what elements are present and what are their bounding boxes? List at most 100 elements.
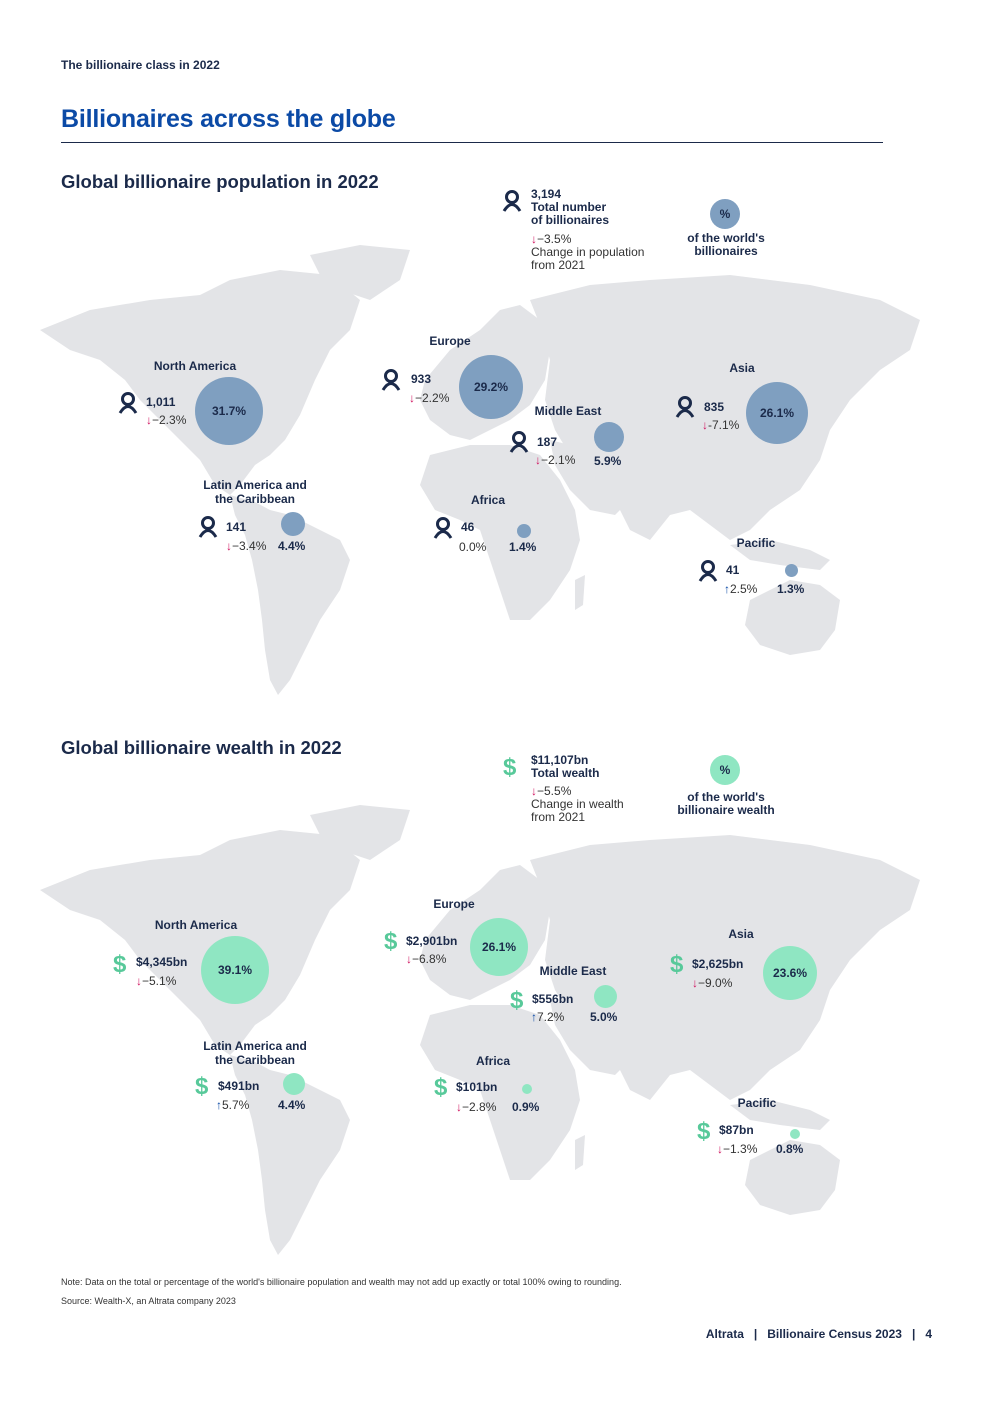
pacific-count: 41 xyxy=(726,563,740,577)
legend-wealth-change-label: Change in wealth xyxy=(531,797,624,811)
arrow-down-icon: ↓ xyxy=(456,1100,462,1114)
arrow-down-icon: ↓ xyxy=(531,232,537,246)
region-label-asia: Asia xyxy=(728,927,754,941)
pacific-change: ↑2.5% xyxy=(724,582,758,596)
dollar-icon: $ xyxy=(195,1073,209,1100)
north-america-change: ↓−2.3% xyxy=(146,413,187,427)
asia-change: ↓-7.1% xyxy=(702,418,740,432)
region-label-middle-east: Middle East xyxy=(539,964,607,978)
africa-count: 46 xyxy=(461,520,475,534)
region-label-africa: Africa xyxy=(470,493,505,507)
region-label-north-america: North America xyxy=(153,359,237,373)
dollar-icon: $ xyxy=(510,987,524,1014)
latin-america-wealth-change: ↑5.7% xyxy=(216,1098,250,1112)
arrow-down-icon: ↓ xyxy=(226,539,232,553)
north-america-count: 1,011 xyxy=(146,395,176,409)
dollar-icon: $ xyxy=(503,754,517,781)
arrow-down-icon: ↓ xyxy=(535,453,541,467)
footnote: Note: Data on the total or percentage of… xyxy=(61,1277,622,1287)
region-label-asia: Asia xyxy=(729,361,755,375)
pacific-wealth-change: ↓−1.3% xyxy=(717,1142,758,1156)
europe-wealth: $2,901bn xyxy=(406,934,458,948)
region-label-pacific: Pacific xyxy=(737,1096,777,1110)
latin-america-count: 141 xyxy=(226,520,247,534)
dollar-icon: $ xyxy=(384,928,398,955)
arrow-down-icon: ↓ xyxy=(406,952,412,966)
africa-wealth: $101bn xyxy=(456,1080,498,1094)
page-title: Billionaires across the globe xyxy=(61,105,396,133)
middle-east-pct: 5.9% xyxy=(594,454,622,468)
latin-america-pct: 4.4% xyxy=(278,539,306,553)
arrow-down-icon: ↓ xyxy=(692,976,698,990)
person-icon xyxy=(381,369,401,391)
pacific-wealth-pct-bubble xyxy=(790,1129,800,1139)
arrow-up-icon: ↑ xyxy=(724,582,730,596)
legend-pct-label: of the world's xyxy=(687,231,765,245)
north-america-wealth-pct-bubble: 39.1% xyxy=(201,936,269,1004)
middle-east-pct-bubble xyxy=(594,422,624,452)
dollar-icon: $ xyxy=(697,1118,711,1145)
africa-wealth-pct-bubble xyxy=(522,1084,532,1094)
arrow-down-icon: ↓ xyxy=(702,418,708,432)
region-label-latin-america: Latin America and the Caribbean xyxy=(203,478,307,506)
africa-wealth-pct: 0.9% xyxy=(512,1100,540,1114)
person-icon xyxy=(698,560,718,582)
title-divider xyxy=(61,142,883,143)
source-note: Source: Wealth-X, an Altrata company 202… xyxy=(61,1296,236,1306)
legend-wealth-pct-label-2: billionaire wealth xyxy=(677,803,775,817)
person-icon xyxy=(509,431,529,453)
legend-pct-bubble: % xyxy=(710,199,740,229)
legend-change: ↓−3.5% xyxy=(531,232,572,246)
asia-wealth-change: ↓−9.0% xyxy=(692,976,733,990)
legend-change-label-2: from 2021 xyxy=(531,258,586,272)
north-america-wealth: $4,345bn xyxy=(136,955,188,969)
legend-wealth-pct-label: of the world's xyxy=(687,790,765,804)
pacific-pct-bubble xyxy=(785,564,798,577)
region-label-latin-america: Latin America and the Caribbean xyxy=(203,1039,307,1067)
africa-change: 0.0% xyxy=(459,540,487,554)
legend-total-wealth-label: Total wealth xyxy=(531,766,600,780)
arrow-down-icon: ↓ xyxy=(409,391,415,405)
region-label-africa: Africa xyxy=(475,1054,510,1068)
africa-pct-bubble xyxy=(517,524,531,538)
legend-change-label: Change in population xyxy=(531,245,645,259)
person-icon xyxy=(502,190,522,212)
region-label-pacific: Pacific xyxy=(736,536,776,550)
arrow-down-icon: ↓ xyxy=(146,413,152,427)
population-section-title: Global billionaire population in 2022 xyxy=(61,171,379,192)
legend-total-label: Total number xyxy=(531,200,607,214)
middle-east-wealth-pct: 5.0% xyxy=(590,1010,618,1024)
africa-pct: 1.4% xyxy=(509,540,537,554)
middle-east-wealth: $556bn xyxy=(532,992,574,1006)
europe-change: ↓−2.2% xyxy=(409,391,450,405)
running-head: The billionaire class in 2022 xyxy=(61,58,220,72)
legend-wealth-pct-bubble: % xyxy=(710,755,740,785)
arrow-down-icon: ↓ xyxy=(531,784,537,798)
europe-pct-bubble: 29.2% xyxy=(459,355,523,419)
pacific-pct: 1.3% xyxy=(777,582,805,596)
dollar-icon: $ xyxy=(113,951,127,978)
dollar-icon: $ xyxy=(670,951,684,978)
dollar-icon: $ xyxy=(434,1074,448,1101)
arrow-up-icon: ↑ xyxy=(531,1010,537,1024)
region-label-europe: Europe xyxy=(429,334,471,348)
latin-america-wealth-pct-bubble xyxy=(283,1073,305,1095)
latin-america-wealth-pct: 4.4% xyxy=(278,1098,306,1112)
north-america-wealth-change: ↓−5.1% xyxy=(136,974,177,988)
latin-america-wealth: $491bn xyxy=(218,1079,260,1093)
europe-wealth-change: ↓−6.8% xyxy=(406,952,447,966)
middle-east-wealth-change: ↑7.2% xyxy=(531,1010,565,1024)
page-footer: Altrata | Billionaire Census 2023 | 4 xyxy=(705,1327,932,1341)
arrow-up-icon: ↑ xyxy=(216,1098,222,1112)
person-icon xyxy=(118,392,138,414)
europe-wealth-pct-bubble: 26.1% xyxy=(470,918,528,976)
legend-total-wealth-value: $11,107bn xyxy=(531,753,589,767)
pacific-wealth-pct: 0.8% xyxy=(776,1142,804,1156)
europe-count: 933 xyxy=(411,372,432,386)
asia-wealth: $2,625bn xyxy=(692,957,744,971)
latin-america-change: ↓−3.4% xyxy=(226,539,267,553)
person-icon xyxy=(433,517,453,539)
pacific-wealth: $87bn xyxy=(719,1123,754,1137)
latin-america-pct-bubble xyxy=(281,512,305,536)
person-icon xyxy=(675,396,695,418)
